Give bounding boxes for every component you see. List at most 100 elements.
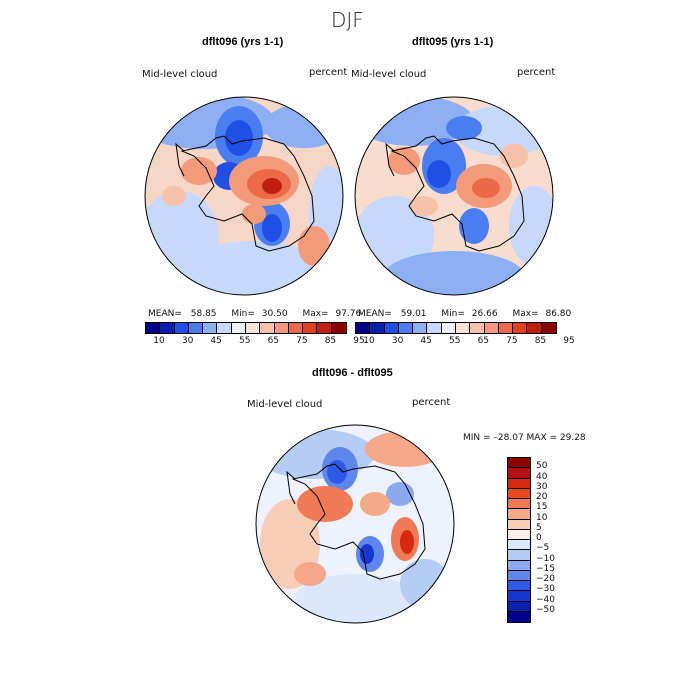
diff-minmax: MIN = –28.07 MAX = 29.28 bbox=[463, 433, 586, 443]
diff-colorbar-tick-label: −50 bbox=[536, 604, 555, 615]
colorbar-cell bbox=[441, 323, 456, 333]
diff-colorbar-tick-label: 15 bbox=[536, 502, 548, 513]
colorbar-cell bbox=[174, 323, 189, 333]
colorbar-cell bbox=[370, 323, 385, 333]
colorbar-tick-label: 10 bbox=[153, 336, 165, 346]
panel2-mean-label: MEAN= bbox=[358, 309, 392, 319]
colorbar-cell bbox=[470, 323, 485, 333]
diff-colorbar-cell bbox=[508, 519, 530, 530]
panel1-max-label: Max= bbox=[302, 309, 329, 319]
colorbar-tick-label: 45 bbox=[210, 336, 222, 346]
diff-colorbar-tick-label: 30 bbox=[536, 481, 548, 492]
colorbar-cell bbox=[317, 323, 332, 333]
diff-colorbar-cell bbox=[508, 601, 530, 612]
diff-colorbar-cell bbox=[508, 509, 530, 520]
diff-colorbar-tick-label: −30 bbox=[536, 584, 555, 595]
colorbar-cell bbox=[203, 323, 218, 333]
colorbar-cell bbox=[146, 323, 161, 333]
panel2-units-label: percent bbox=[517, 67, 556, 78]
panel1-units-label: percent bbox=[309, 67, 348, 78]
colorbar-cell bbox=[413, 323, 428, 333]
colorbar-cell bbox=[427, 323, 442, 333]
colorbar-tick-label: 30 bbox=[181, 336, 194, 346]
colorbar-tick-label: 75 bbox=[296, 336, 308, 346]
panel2-case-title: dflt095 (yrs 1-1) bbox=[412, 36, 494, 48]
colorbar-tick-label: 75 bbox=[506, 336, 518, 346]
colorbar-cell bbox=[398, 323, 414, 333]
panel1-min-label: Min= bbox=[231, 309, 255, 319]
diff-colorbar-cell bbox=[508, 529, 530, 540]
panel1-field-label: Mid-level cloud bbox=[142, 69, 218, 80]
diff-colorbar-cell bbox=[508, 540, 530, 551]
colorbar-tick-label: 85 bbox=[534, 336, 547, 346]
panel2-min-label: Min= bbox=[441, 309, 465, 319]
diff-colorbar-ticks: 50 40 30 20 15 10 5 0 −5 −10 −15 −20 −30 −40 −50 bbox=[536, 457, 576, 621]
colorbar-tick-label: 10 bbox=[363, 336, 375, 346]
diff-polar-map bbox=[255, 424, 455, 624]
panel2-polar-map bbox=[354, 96, 554, 296]
diff-colorbar-tick-label: 50 bbox=[536, 461, 548, 472]
colorbar-cell bbox=[160, 323, 175, 333]
diff-units-label: percent bbox=[412, 397, 451, 408]
colorbar-cell bbox=[217, 323, 232, 333]
colorbar-tick-label: 55 bbox=[239, 336, 251, 346]
page-title: DJF bbox=[331, 8, 364, 32]
colorbar-tick-label: 30 bbox=[391, 336, 404, 346]
diff-colorbar-tick-label: −40 bbox=[536, 594, 555, 605]
panel2-colorbar bbox=[355, 322, 557, 334]
colorbar-cell bbox=[541, 323, 556, 333]
panel1-mean-value: 58.85 bbox=[190, 309, 217, 319]
diff-colorbar-tick-label: −5 bbox=[536, 543, 550, 554]
diff-colorbar-cell bbox=[508, 478, 530, 489]
panel1-colorbar-ticks: 10 30 45 55 65 75 85 95 bbox=[145, 336, 364, 348]
colorbar-tick-label: 95 bbox=[353, 336, 365, 346]
panel2-stats: MEAN= 59.01 Min= 26.66 Max= 86.80 bbox=[358, 309, 571, 319]
colorbar-cell bbox=[231, 323, 246, 333]
panel2-mean-value: 59.01 bbox=[400, 309, 427, 319]
colorbar-cell bbox=[455, 323, 471, 333]
colorbar-cell bbox=[188, 323, 204, 333]
diff-colorbar-cell bbox=[508, 468, 530, 479]
diff-colorbar-cell bbox=[508, 570, 530, 581]
colorbar-cell bbox=[274, 323, 289, 333]
diff-colorbar-cell bbox=[508, 550, 530, 561]
colorbar-cell bbox=[303, 323, 318, 333]
colorbar-cell bbox=[356, 323, 371, 333]
diff-colorbar-tick-label: 40 bbox=[536, 471, 548, 482]
colorbar-cell bbox=[513, 323, 528, 333]
diff-colorbar-tick-label: 10 bbox=[536, 512, 548, 523]
diff-colorbar-tick-label: 20 bbox=[536, 492, 548, 502]
diff-colorbar-tick-label: −20 bbox=[536, 574, 555, 584]
colorbar-cell bbox=[288, 323, 304, 333]
panel2-max-label: Max= bbox=[512, 309, 539, 319]
panel1-max-value: 97.76 bbox=[335, 309, 362, 319]
panel2-field-label: Mid-level cloud bbox=[351, 69, 427, 80]
diff-colorbar bbox=[507, 457, 531, 623]
panel1-mean-label: MEAN= bbox=[148, 309, 182, 319]
panel1-polar-map bbox=[144, 96, 344, 296]
diff-field-label: Mid-level cloud bbox=[247, 399, 323, 410]
diff-colorbar-cell bbox=[508, 488, 530, 499]
diff-title: dflt096 - dflt095 bbox=[312, 367, 393, 379]
diff-colorbar-cell bbox=[508, 611, 530, 622]
colorbar-cell bbox=[527, 323, 542, 333]
panel1-case-title: dflt096 (yrs 1-1) bbox=[202, 36, 284, 48]
colorbar-tick-label: 65 bbox=[477, 336, 490, 346]
colorbar-cell bbox=[331, 323, 346, 333]
diff-colorbar-tick-label: 5 bbox=[536, 522, 542, 533]
panel2-min-value: 26.66 bbox=[471, 309, 498, 319]
colorbar-tick-label: 95 bbox=[563, 336, 575, 346]
colorbar-cell bbox=[498, 323, 514, 333]
diff-colorbar-tick-label: −15 bbox=[536, 563, 555, 574]
diff-colorbar-tick-label: −10 bbox=[536, 553, 555, 564]
panel2-colorbar-ticks: 10 30 45 55 65 75 85 95 bbox=[355, 336, 574, 348]
panel1-stats: MEAN= 58.85 Min= 30.50 Max= 97.76 bbox=[148, 309, 361, 319]
diff-colorbar-cell bbox=[508, 591, 530, 602]
diff-colorbar-cell bbox=[508, 458, 530, 469]
diff-colorbar-tick-label: 0 bbox=[536, 533, 542, 543]
colorbar-tick-label: 45 bbox=[420, 336, 432, 346]
panel1-colorbar bbox=[145, 322, 347, 334]
colorbar-tick-label: 55 bbox=[449, 336, 461, 346]
panel1-min-value: 30.50 bbox=[261, 309, 288, 319]
diff-colorbar-cell bbox=[508, 581, 530, 592]
